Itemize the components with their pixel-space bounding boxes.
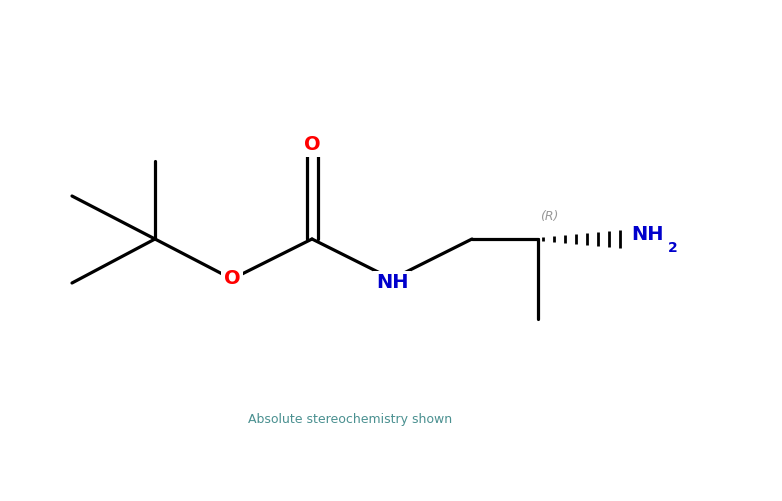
Text: (R): (R) — [540, 210, 558, 223]
Text: 2: 2 — [668, 240, 677, 255]
Text: NH: NH — [631, 224, 663, 243]
Text: O: O — [224, 270, 240, 289]
Text: NH: NH — [375, 274, 408, 293]
Text: O: O — [303, 135, 321, 154]
Text: Absolute stereochemistry shown: Absolute stereochemistry shown — [248, 412, 452, 425]
